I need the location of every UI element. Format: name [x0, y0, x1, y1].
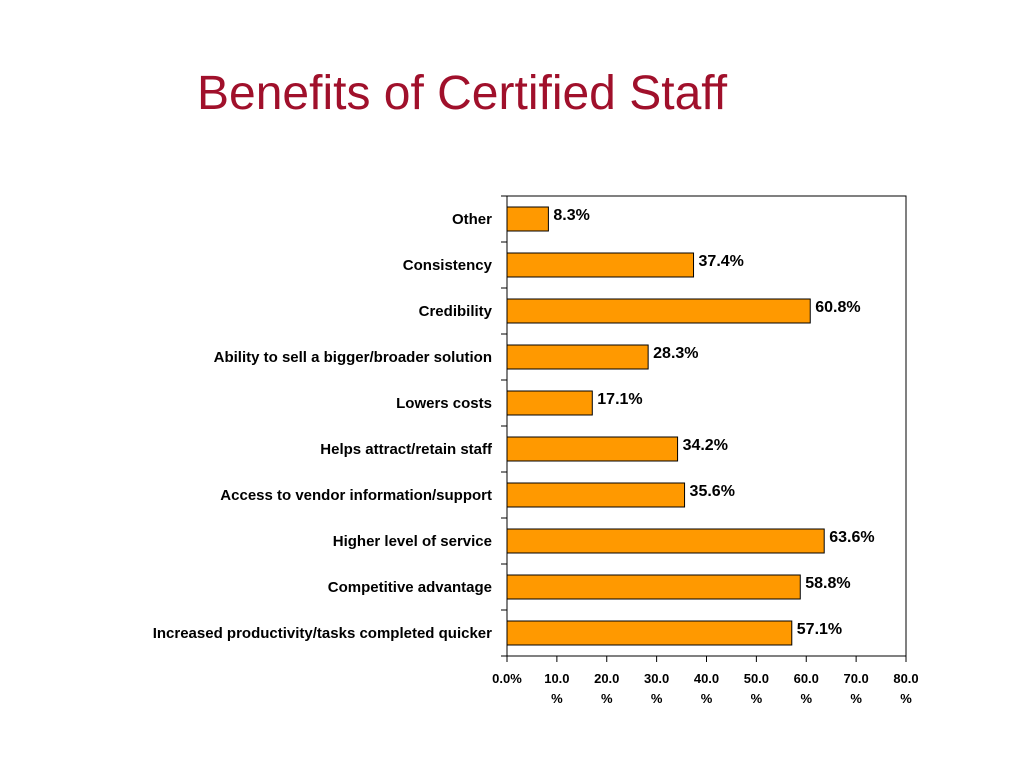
x-tick-label: 30.0% [644, 671, 669, 706]
bar [506, 482, 686, 508]
data-label: 58.8% [805, 575, 850, 592]
category-label: Consistency [403, 257, 493, 274]
x-tick-label: 40.0% [694, 671, 719, 706]
chart-title: Benefits of Certified Staff [197, 67, 728, 120]
category-label: Helps attract/retain staff [320, 441, 493, 458]
data-label: 37.4% [699, 253, 744, 270]
bar [506, 436, 679, 462]
x-tick-label: 70.0% [843, 671, 868, 706]
x-tick-label: 50.0% [744, 671, 769, 706]
category-label: Lowers costs [396, 395, 492, 412]
x-tick-label: 20.0% [594, 671, 619, 706]
bar [506, 390, 593, 416]
bar [506, 528, 825, 554]
x-tick-label: 10.0% [544, 671, 569, 706]
data-label: 8.3% [553, 207, 589, 224]
x-tick-label: 80.0% [893, 671, 918, 706]
data-label: 34.2% [683, 437, 728, 454]
data-label: 57.1% [797, 621, 842, 638]
bar [506, 298, 811, 324]
bar [506, 344, 649, 370]
axes: 0.0% 10.0 % 20.0 % 30.0 % 40.0 % 50.0 % 60.0 % 70.0 % 8… [492, 195, 919, 706]
category-label: Competitive advantage [328, 579, 492, 596]
x-tick-label: 0.0% [492, 671, 522, 686]
bar [506, 206, 549, 232]
category-label: Other [452, 211, 492, 228]
data-label: 28.3% [653, 345, 698, 362]
data-label: 17.1% [597, 391, 642, 408]
bar [506, 252, 695, 278]
data-label: 63.6% [829, 529, 874, 546]
category-label: Increased productivity/tasks completed q… [153, 625, 492, 642]
category-labels: Other Consistency Credibility Ability to se… [153, 211, 493, 642]
data-label: 35.6% [690, 483, 735, 500]
x-tick-label: 60.0% [794, 671, 819, 706]
category-label: Credibility [419, 303, 493, 320]
bars-group [506, 206, 825, 646]
value-labels: 8.3% 37.4% 60.8% 28.3% 17.1% 34.2% 35.6% 63.6% 5… [553, 207, 874, 638]
category-label: Access to vendor information/support [220, 487, 492, 504]
data-label: 60.8% [815, 299, 860, 316]
bar [506, 620, 793, 646]
bar [506, 574, 801, 600]
category-label: Ability to sell a bigger/broader solutio… [214, 349, 492, 366]
category-label: Higher level of service [333, 533, 492, 550]
